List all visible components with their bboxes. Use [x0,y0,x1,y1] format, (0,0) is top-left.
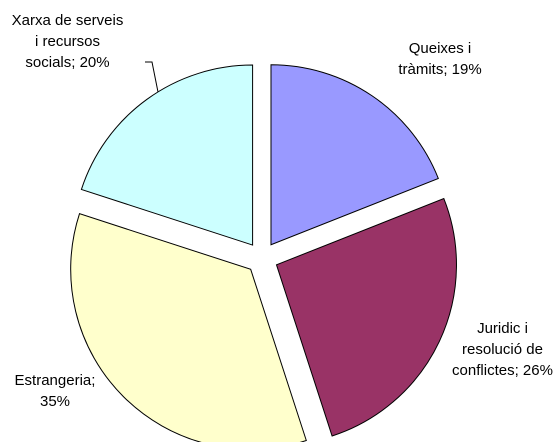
pie-slice [275,197,457,437]
slice-label: Xarxa de serveis i recursos socials; 20% [10,10,125,73]
value-label: ; 20% [71,54,110,71]
leader-line [145,61,159,93]
slice-label: Estrangeria; 35% [0,370,110,412]
slice-label: Queixes i tràmits; 19% [385,38,495,80]
pie-slice [80,64,254,246]
value-label: ; 26% [514,362,553,379]
value-label: ; 19% [443,61,482,78]
category-name: Estrangeria [14,372,92,389]
slice-label: Juridic i resolució de conflictes; 26% [445,318,560,381]
pie-slice [70,213,307,442]
value-label: ; 35% [39,372,96,410]
category-name: Juridic i resolució de conflictes [452,320,543,379]
category-name: Queixes i tràmits [398,40,472,78]
pie-slice [270,64,440,246]
category-name: Xarxa de serveis i recursos socials [11,12,124,71]
